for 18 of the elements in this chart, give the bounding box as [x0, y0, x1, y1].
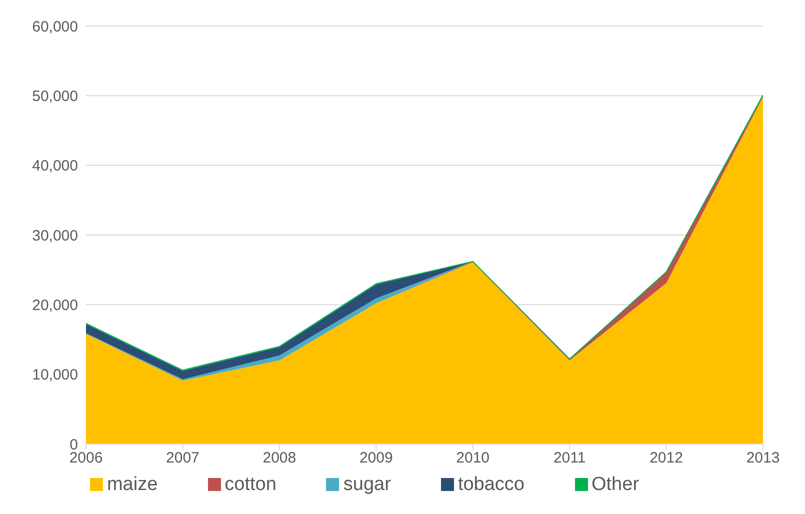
- y-tick-label: 10,000: [32, 366, 78, 384]
- x-tick-label: 2009: [359, 450, 393, 467]
- y-tick-label: 40,000: [32, 158, 78, 175]
- x-tick-label: 2008: [262, 450, 296, 467]
- y-tick-label: 20,000: [32, 296, 78, 314]
- x-tick-label: 2012: [650, 450, 683, 467]
- legend-label: maize: [106, 474, 158, 495]
- x-tick-label: 2013: [746, 450, 780, 467]
- legend-label: tobacco: [458, 474, 524, 495]
- y-tick-label: 60,000: [32, 18, 78, 36]
- legend-label: Other: [592, 474, 640, 495]
- y-tick-label: 50,000: [32, 88, 78, 105]
- legend-label: cotton: [224, 474, 276, 495]
- legend-label: sugar: [343, 474, 391, 495]
- x-tick-label: 2010: [456, 450, 490, 467]
- x-tick-label: 2007: [166, 450, 200, 467]
- x-tick-label: 2011: [553, 450, 586, 467]
- y-tick-label: 30,000: [32, 227, 78, 244]
